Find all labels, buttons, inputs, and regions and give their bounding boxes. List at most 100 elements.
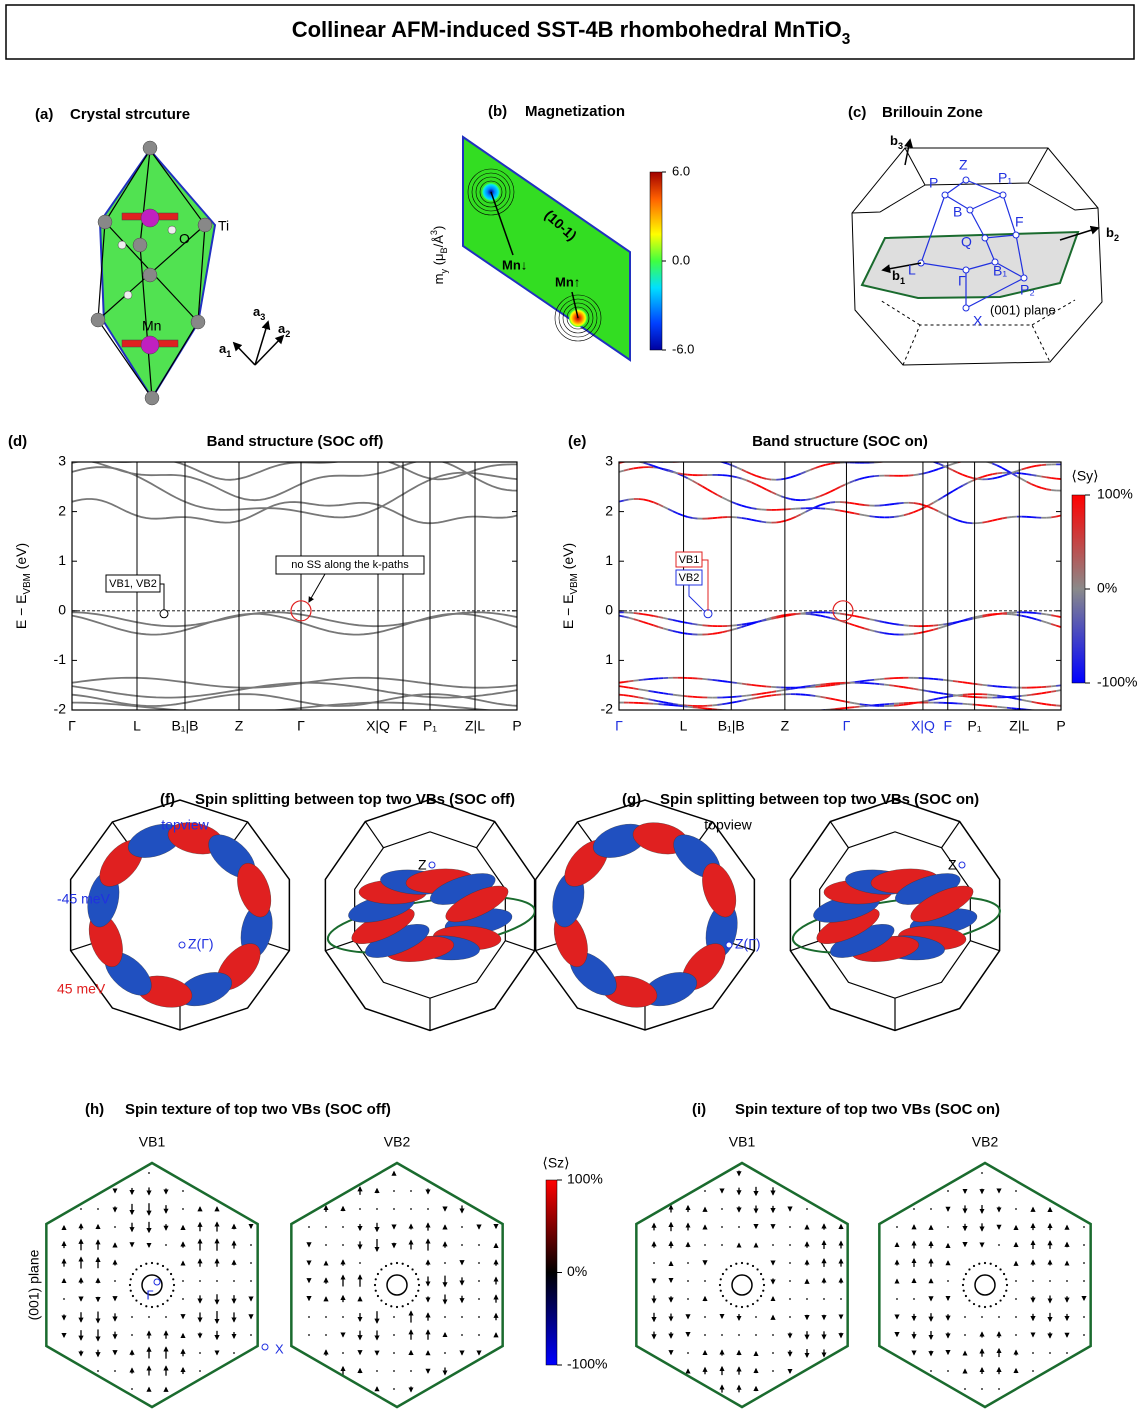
spin-dot <box>478 1298 480 1300</box>
band-segment <box>1026 699 1032 703</box>
panel-label: (c) <box>848 104 866 121</box>
band-segment <box>623 680 629 683</box>
band-segment <box>628 679 634 683</box>
spin-dot <box>114 1280 116 1282</box>
band-segment <box>628 498 634 501</box>
spin-dot <box>1083 1226 1085 1228</box>
spin-dot <box>444 1352 446 1354</box>
band-segment <box>776 520 782 524</box>
band-segment <box>667 469 674 474</box>
band-segment <box>633 695 639 699</box>
spin-dot <box>789 1280 791 1282</box>
spin-dot <box>729 1264 733 1268</box>
bz-isosurface <box>69 799 291 1031</box>
band-segment <box>785 687 792 691</box>
spin-dot <box>376 1370 378 1372</box>
text-part: (μ <box>431 253 446 268</box>
band-segment <box>1050 623 1057 627</box>
band-segment <box>815 504 821 508</box>
band-segment <box>987 473 993 477</box>
y-tick-label: -2 <box>601 701 614 717</box>
z-marker <box>178 941 186 949</box>
spin-dot <box>444 1316 446 1318</box>
band-segment <box>884 503 890 507</box>
band-segment <box>952 462 959 465</box>
spin-dot <box>129 1278 132 1281</box>
band-segment <box>653 624 659 628</box>
spin-dot <box>1015 1316 1017 1318</box>
band-segment <box>884 621 890 624</box>
band-segment <box>643 613 649 616</box>
band-curve <box>72 612 517 636</box>
x-tick-label: L <box>680 718 688 734</box>
colorbar-tick-label: 0% <box>567 1263 587 1279</box>
band-segment <box>1055 624 1061 628</box>
band-segment <box>996 464 1003 469</box>
band-segment <box>785 518 792 522</box>
band-segment <box>1051 477 1057 480</box>
band-segment <box>978 460 983 461</box>
band-segment <box>854 478 860 482</box>
band-curve <box>72 701 498 710</box>
spin-dot <box>653 1262 655 1264</box>
band-segment <box>692 517 698 520</box>
spin-dot <box>913 1208 915 1210</box>
spin-dot <box>998 1316 1000 1318</box>
band-segment <box>751 507 757 510</box>
lattice-axes <box>232 320 285 366</box>
x-marker <box>261 1343 269 1351</box>
band-segment <box>903 703 909 706</box>
spin-texture <box>878 1161 1092 1409</box>
band-segment <box>756 619 762 624</box>
spin-dot <box>721 1208 723 1210</box>
band-segment <box>1045 621 1052 625</box>
spin-dot <box>410 1190 412 1192</box>
band-segment <box>746 506 752 510</box>
spin-dot <box>964 1272 968 1276</box>
band-segment <box>825 462 831 466</box>
band-segment <box>1036 474 1042 478</box>
band-segment <box>928 469 934 474</box>
spin-dot <box>342 1226 344 1228</box>
spin-dot <box>1083 1316 1085 1318</box>
spin-dot <box>1015 1190 1017 1192</box>
band-segment <box>805 498 811 501</box>
k-point-label: F <box>1015 214 1024 230</box>
label: Z(Γ) <box>188 936 214 952</box>
colorbar <box>545 1179 558 1366</box>
band-segment <box>864 475 870 479</box>
panel-label: (g) <box>622 791 641 808</box>
band-segment <box>913 509 919 514</box>
spin-dot <box>169 1294 173 1298</box>
spin-dot <box>374 1278 377 1281</box>
spin-dot <box>395 1305 399 1309</box>
spin-dot <box>989 1305 992 1308</box>
band-segment <box>1051 614 1057 617</box>
label: Z(Γ) <box>735 936 761 952</box>
band-segment <box>932 508 939 513</box>
band-segment <box>938 696 944 700</box>
band-segment <box>996 475 1003 479</box>
band-segment <box>923 471 929 475</box>
band-segment <box>830 508 836 511</box>
band-segment <box>761 618 767 622</box>
band-segment <box>854 502 860 506</box>
band-segment <box>717 631 723 635</box>
band-segment <box>942 512 949 517</box>
band-segment <box>1031 464 1037 468</box>
spin-dot <box>114 1226 116 1228</box>
band-segment <box>662 505 669 510</box>
band-segment <box>815 495 821 499</box>
band-segment <box>619 469 625 473</box>
spin-texture <box>635 1161 849 1409</box>
spin-dot <box>1032 1352 1034 1354</box>
band-segment <box>874 630 880 634</box>
spin-dot <box>250 1262 252 1264</box>
band-segment <box>756 519 762 523</box>
spin-dot <box>233 1280 235 1282</box>
band-segment <box>947 693 954 696</box>
spin-dot <box>998 1388 1000 1390</box>
band-segment <box>1055 689 1061 692</box>
band-segment <box>992 472 998 476</box>
spin-dot <box>1005 1278 1008 1281</box>
